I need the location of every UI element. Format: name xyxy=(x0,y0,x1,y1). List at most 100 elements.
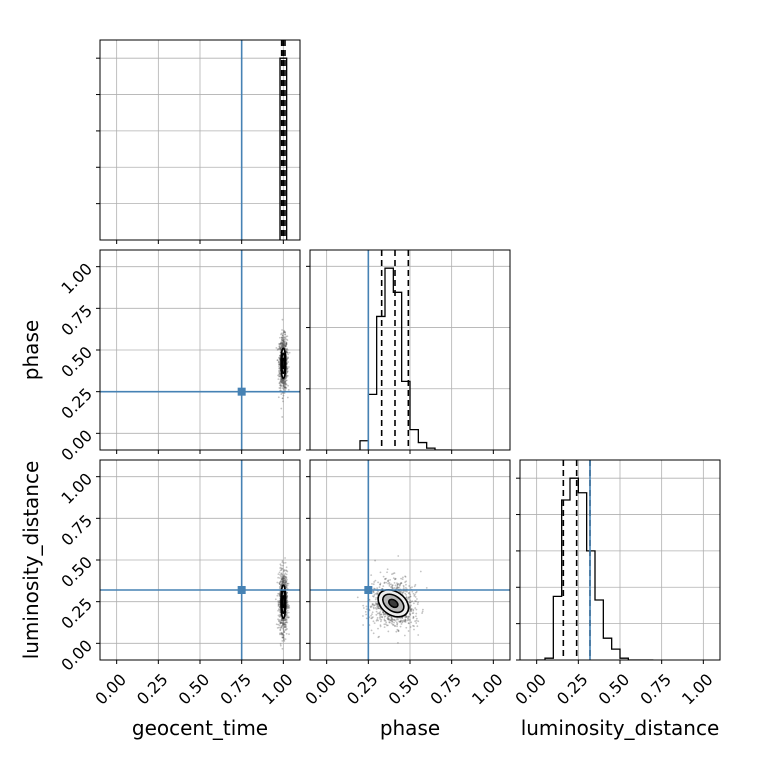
sample-point xyxy=(403,619,406,622)
sample-point xyxy=(283,392,286,395)
sample-point xyxy=(286,609,289,612)
sample-point xyxy=(278,345,281,348)
sample-point xyxy=(408,605,411,608)
histogram-geocent_time xyxy=(279,57,288,240)
sample-point xyxy=(279,632,281,635)
sample-point xyxy=(279,375,281,377)
histogram-luminosity_distance-panel xyxy=(516,459,721,664)
sample-point xyxy=(393,578,396,581)
sample-point xyxy=(280,621,283,624)
sample-point xyxy=(282,344,285,347)
sample-point xyxy=(278,369,281,372)
sample-point xyxy=(280,619,283,622)
sample-point xyxy=(285,368,288,370)
sample-point xyxy=(385,577,388,580)
sample-point xyxy=(282,636,285,639)
sample-point xyxy=(280,336,283,339)
sample-point xyxy=(387,582,390,585)
sample-point xyxy=(282,378,285,381)
sample-point xyxy=(278,382,281,384)
sample-point xyxy=(283,619,285,622)
sample-point xyxy=(279,348,282,350)
sample-point xyxy=(378,612,381,614)
sample-point xyxy=(284,384,287,387)
sample-point xyxy=(283,577,286,580)
sample-point xyxy=(282,576,285,579)
sample-point xyxy=(373,587,375,590)
sample-point xyxy=(285,379,288,382)
sample-point xyxy=(286,613,288,615)
sample-point xyxy=(281,564,284,567)
sample-point xyxy=(287,366,290,368)
sample-point xyxy=(371,611,374,614)
sample-point xyxy=(280,381,283,383)
sample-point xyxy=(283,388,285,391)
sample-point xyxy=(283,343,286,346)
sample-point xyxy=(378,607,381,610)
sample-point xyxy=(281,647,284,650)
sample-point xyxy=(286,357,289,360)
sample-point xyxy=(280,344,282,347)
sample-point xyxy=(279,633,281,636)
sample-point xyxy=(383,582,386,584)
sample-point xyxy=(278,595,281,598)
sample-point xyxy=(283,582,286,584)
sample-point xyxy=(285,371,288,374)
sample-point xyxy=(279,375,282,378)
sample-point xyxy=(285,573,288,576)
sample-point xyxy=(284,377,287,380)
sample-point xyxy=(280,583,283,586)
sample-point xyxy=(376,603,379,606)
sample-point xyxy=(284,386,286,389)
sample-point xyxy=(374,559,376,562)
sample-point xyxy=(284,623,287,626)
sample-point xyxy=(281,573,284,576)
sample-point xyxy=(377,636,380,639)
sample-point xyxy=(391,617,394,620)
sample-point xyxy=(380,613,383,616)
sample-point xyxy=(285,342,288,345)
sample-point xyxy=(379,625,382,628)
sample-point xyxy=(281,397,284,400)
sample-point xyxy=(280,584,283,587)
sample-point xyxy=(284,584,287,587)
sample-point xyxy=(401,591,404,594)
sample-point xyxy=(409,593,411,596)
sample-point xyxy=(281,577,284,580)
sample-point xyxy=(405,583,407,586)
sample-point xyxy=(283,341,286,344)
sample-point xyxy=(416,598,418,600)
sample-point xyxy=(394,584,397,587)
sample-point xyxy=(409,607,411,610)
sample-point xyxy=(278,367,281,369)
sample-point xyxy=(421,610,424,613)
sample-point xyxy=(282,578,284,581)
x-tick-label: 0.25 xyxy=(133,670,172,709)
sample-point xyxy=(282,345,285,347)
sample-point xyxy=(393,624,396,627)
sample-point xyxy=(283,382,286,384)
sample-point xyxy=(391,587,394,590)
sample-point xyxy=(413,595,416,597)
sample-point xyxy=(280,378,283,381)
sample-point xyxy=(281,636,284,639)
sample-point xyxy=(279,574,282,576)
sample-point xyxy=(398,620,401,623)
sample-point xyxy=(276,348,279,351)
truth-marker xyxy=(237,586,246,594)
sample-point xyxy=(277,618,279,621)
sample-point xyxy=(382,611,385,614)
sample-point xyxy=(279,643,282,645)
sample-point xyxy=(385,621,388,624)
sample-point xyxy=(403,620,406,623)
sample-point xyxy=(280,626,283,629)
sample-point xyxy=(409,612,411,615)
sample-point xyxy=(282,381,285,384)
sample-point xyxy=(408,596,410,599)
sample-point xyxy=(285,351,288,353)
sample-point xyxy=(279,615,282,618)
sample-point xyxy=(391,584,394,587)
sample-point xyxy=(370,605,373,608)
sample-point xyxy=(279,342,282,345)
sample-point xyxy=(286,599,288,602)
